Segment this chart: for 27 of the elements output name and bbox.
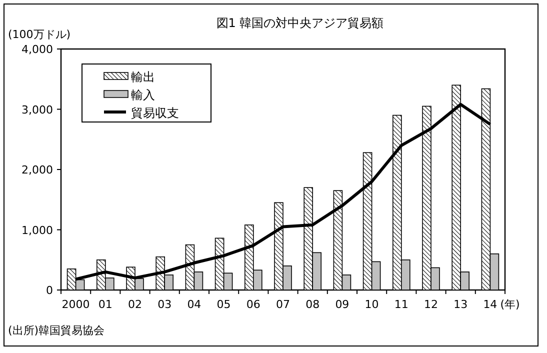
x-tick-label: 12 — [424, 298, 438, 311]
y-tick-label: 3,000 — [22, 103, 53, 116]
x-tick-label: 04 — [187, 298, 202, 311]
x-tick-label: 10 — [364, 298, 379, 311]
x-tick-label: 06 — [246, 298, 260, 311]
y-tick-label: 2,000 — [22, 164, 53, 176]
y-axis-title: (100万ドル) — [8, 28, 71, 41]
x-tick-label: 07 — [276, 298, 290, 311]
x-tick-label: 2000 — [62, 298, 90, 311]
x-axis-title: (年) — [500, 298, 520, 311]
x-tick-label: 09 — [335, 298, 350, 311]
y-tick-label: 0 — [46, 284, 53, 297]
legend-label: 輸出 — [131, 70, 155, 84]
x-tick-label: 11 — [394, 298, 408, 311]
x-tick-label: 13 — [454, 298, 468, 311]
x-tick-label: 02 — [128, 298, 142, 311]
x-tick-label: 08 — [306, 298, 320, 311]
x-tick-label: 05 — [216, 298, 231, 311]
x-tick-label: 01 — [98, 298, 112, 311]
chart-title: 図1 韓国の対中央アジア貿易額 — [216, 16, 384, 30]
y-tick-label: 4,000 — [22, 43, 53, 56]
legend-label: 貿易収支 — [131, 106, 179, 120]
y-tick-label: 1,000 — [22, 224, 53, 237]
legend-label: 輸入 — [131, 88, 155, 102]
text: (出所)韓国貿易協会 — [8, 324, 105, 337]
x-tick-label: 03 — [158, 298, 172, 311]
x-tick-label: 14 — [483, 298, 498, 311]
